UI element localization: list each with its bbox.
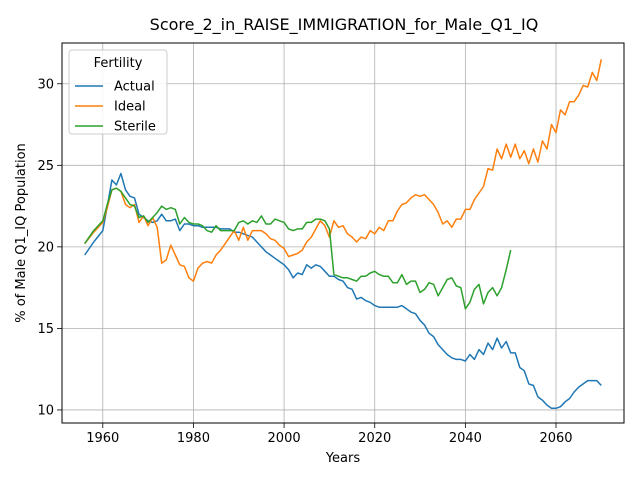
series-line-sterile bbox=[84, 187, 512, 310]
legend-title: Fertility bbox=[94, 56, 143, 71]
x-tick-label: 2000 bbox=[268, 431, 301, 446]
legend-entries: Actual Ideal Sterile bbox=[75, 80, 156, 135]
series-line-actual bbox=[84, 172, 602, 410]
x-tick-label: 2060 bbox=[539, 431, 572, 446]
legend-label-actual: Actual bbox=[114, 80, 155, 95]
chart-title: Score_2_in_RAISE_IMMIGRATION_for_Male_Q1… bbox=[150, 15, 539, 35]
grid-lines bbox=[62, 43, 624, 423]
legend-label-ideal: Ideal bbox=[114, 100, 146, 115]
axis-ticks: 1960 1980 2000 2020 2040 2060 10 15 20 25 30 bbox=[37, 77, 572, 446]
legend-label-sterile: Sterile bbox=[114, 120, 156, 135]
series-lines bbox=[84, 59, 603, 410]
y-tick-label: 30 bbox=[37, 77, 54, 92]
x-tick-label: 1960 bbox=[86, 431, 119, 446]
y-tick-label: 20 bbox=[37, 240, 54, 255]
x-tick-label: 2020 bbox=[358, 431, 391, 446]
x-tick-label: 1980 bbox=[177, 431, 210, 446]
series-line-ideal bbox=[84, 59, 603, 282]
y-tick-label: 25 bbox=[37, 159, 54, 174]
legend: Fertility Actual Ideal Sterile bbox=[68, 49, 168, 135]
y-tick-label: 10 bbox=[37, 403, 54, 418]
legend-frame bbox=[68, 49, 168, 135]
y-tick-label: 15 bbox=[37, 322, 54, 337]
x-tick-label: 2040 bbox=[449, 431, 482, 446]
y-axis-label: % of Male Q1_IQ Population bbox=[14, 143, 29, 323]
x-axis-label: Years bbox=[325, 451, 361, 466]
plot-area-frame bbox=[61, 42, 625, 424]
